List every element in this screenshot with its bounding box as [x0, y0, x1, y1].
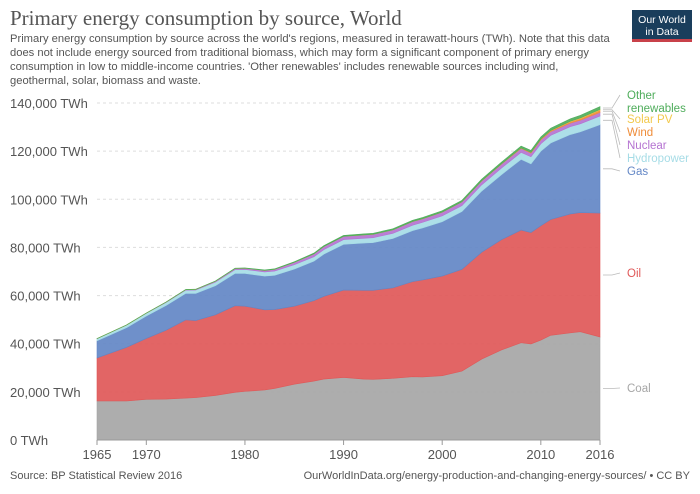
label-leader-line — [603, 168, 621, 172]
series-label-oil: Oil — [627, 268, 641, 280]
series-label-coal: Coal — [627, 383, 651, 395]
chart-title: Primary energy consumption by source, Wo… — [10, 6, 402, 30]
label-leader-line — [603, 113, 621, 146]
source-note: Source: BP Statistical Review 2016 — [10, 470, 183, 482]
x-tick-label: 1990 — [329, 447, 358, 462]
series-label-wind: Wind — [627, 127, 653, 139]
logo-line-2: in Data — [645, 25, 679, 38]
source-url[interactable]: OurWorldInData.org/energy-production-and… — [303, 470, 690, 482]
x-tick-label: 2016 — [586, 447, 615, 462]
axes: 0 TWh 20,000 TWh 40,000 TWh 60,000 TWh 80,00… — [10, 96, 614, 462]
x-tick-label: 1980 — [230, 447, 259, 462]
label-leader-line — [603, 94, 621, 109]
chart-subtitle: Primary energy consumption by source acr… — [10, 33, 610, 87]
area-other-renewables[interactable] — [96, 106, 601, 340]
series-label-gas: Gas — [627, 166, 648, 178]
x-tick-label: 2000 — [428, 447, 457, 462]
x-tick-label: 1970 — [132, 447, 161, 462]
label-leader-line — [603, 110, 621, 133]
y-tick-label: 80,000 TWh — [10, 240, 81, 255]
series-label-solar-pv: Solar PV — [627, 114, 673, 126]
y-tick-label: 40,000 TWh — [10, 337, 81, 352]
x-tick-label: 2010 — [526, 447, 555, 462]
label-leader-line — [603, 109, 621, 120]
label-leader-line — [603, 119, 621, 159]
area-series — [96, 106, 601, 441]
y-tick-label: 20,000 TWh — [10, 385, 81, 400]
y-tick-label: 0 TWh — [10, 433, 48, 448]
owid-logo[interactable]: Our World in Data — [632, 10, 692, 42]
y-tick-label: 120,000 TWh — [10, 144, 88, 159]
series-label-hydropower: Hydropower — [627, 153, 689, 165]
y-tick-label: 60,000 TWh — [10, 289, 81, 304]
logo-line-1: Our World — [638, 13, 686, 26]
y-tick-label: 100,000 TWh — [10, 192, 88, 207]
series-label-nuclear: Nuclear — [627, 140, 667, 152]
y-tick-label: 140,000 TWh — [10, 96, 88, 111]
x-tick-label: 1965 — [83, 447, 112, 462]
series-label-other-renewables: Other renewables — [627, 90, 686, 115]
label-leader-line — [603, 272, 621, 276]
